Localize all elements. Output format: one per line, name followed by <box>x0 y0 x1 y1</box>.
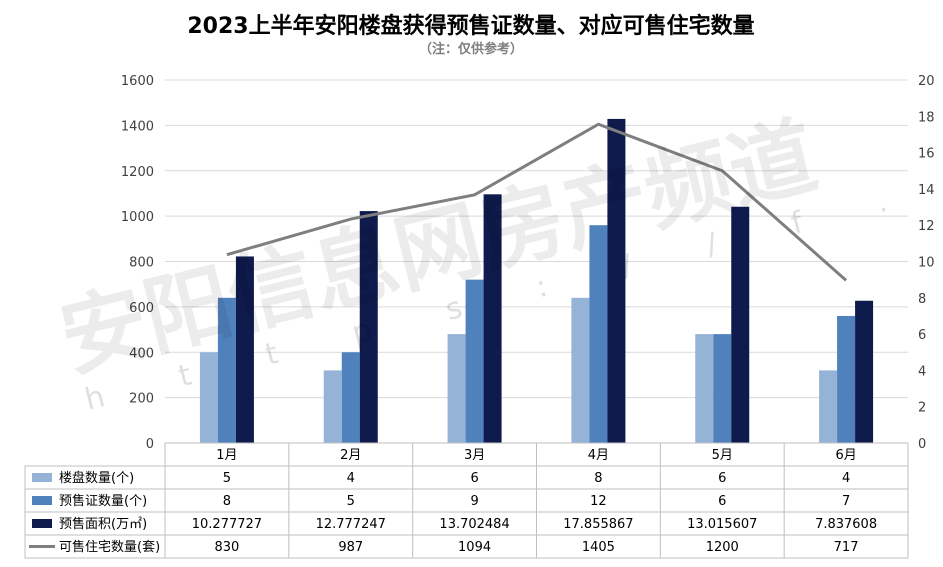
y-right-tick-label: 2 <box>918 401 926 416</box>
data-label: 717 <box>834 540 859 555</box>
legend-label: 预售证数量(个) <box>59 493 147 509</box>
y-right-tick-label: 18 <box>918 110 935 125</box>
data-label: 5 <box>223 471 231 486</box>
legend-label: 可售住宅数量(套) <box>59 539 160 555</box>
data-label: 8 <box>223 494 231 509</box>
data-label: 10.277727 <box>192 517 262 532</box>
y-left-tick-label: 800 <box>129 256 154 271</box>
y-left-tick-label: 0 <box>146 437 154 452</box>
x-tick-label: 2月 <box>340 448 361 463</box>
data-label: 4 <box>347 471 355 486</box>
x-tick-label: 4月 <box>588 448 609 463</box>
y-axis-right: 0 2 4 6 8 10 12 14 16 18 20 <box>918 74 935 452</box>
bar <box>713 334 732 443</box>
data-label: 7.837608 <box>815 517 877 532</box>
bar <box>731 206 750 443</box>
y-left-tick-label: 1000 <box>121 210 154 225</box>
chart-subtitle: （注：仅供参考） <box>419 41 523 57</box>
data-label: 12 <box>590 494 607 509</box>
bar <box>235 256 254 443</box>
y-right-tick-label: 6 <box>918 328 926 343</box>
data-label: 17.855867 <box>563 517 633 532</box>
y-right-tick-label: 4 <box>918 364 926 379</box>
bar <box>589 225 608 443</box>
legend-label: 楼盘数量(个) <box>59 470 134 486</box>
y-right-tick-label: 14 <box>918 183 935 198</box>
legend-label: 预售面积(万㎡) <box>59 516 147 532</box>
data-label: 4 <box>842 471 850 486</box>
y-right-tick-label: 10 <box>918 256 935 271</box>
y-right-tick-label: 12 <box>918 219 935 234</box>
line-series <box>226 122 848 282</box>
bar <box>837 315 856 443</box>
data-label: 6 <box>718 494 726 509</box>
y-axis-left: 0 200 400 600 800 1000 1200 1400 1600 <box>121 74 154 452</box>
y-left-tick-label: 600 <box>129 301 154 316</box>
bar <box>217 297 236 443</box>
chart-title: 2023上半年安阳楼盘获得预售证数量、对应可售住宅数量 <box>187 13 754 39</box>
data-label: 6 <box>470 471 478 486</box>
bar <box>465 279 484 443</box>
data-label: 1405 <box>582 540 615 555</box>
gridlines <box>165 79 908 444</box>
data-label: 830 <box>215 540 240 555</box>
data-label: 1200 <box>706 540 739 555</box>
y-left-tick-label: 1400 <box>121 119 154 134</box>
y-right-tick-label: 8 <box>918 292 926 307</box>
line-path <box>226 122 848 282</box>
y-left-tick-label: 1600 <box>121 74 154 89</box>
data-label: 8 <box>594 471 602 486</box>
x-tick-label: 3月 <box>464 448 485 463</box>
y-right-tick-label: 0 <box>918 437 926 452</box>
y-left-tick-label: 200 <box>129 392 154 407</box>
x-tick-label: 1月 <box>216 448 237 463</box>
bar <box>483 194 502 443</box>
data-label: 5 <box>347 494 355 509</box>
bar <box>199 352 218 443</box>
data-label: 1094 <box>458 540 491 555</box>
x-tick-label: 5月 <box>712 448 733 463</box>
bar <box>341 352 360 443</box>
bars <box>199 118 874 443</box>
data-label: 6 <box>718 471 726 486</box>
y-right-tick-label: 20 <box>918 74 935 89</box>
y-right-tick-label: 16 <box>918 147 935 162</box>
data-label: 12.777247 <box>316 517 386 532</box>
y-left-tick-label: 400 <box>129 346 154 361</box>
data-label: 7 <box>842 494 850 509</box>
legend-swatch <box>32 496 52 505</box>
data-label: 9 <box>470 494 478 509</box>
data-label: 987 <box>338 540 363 555</box>
y-left-tick-label: 1200 <box>121 165 154 180</box>
bar <box>607 118 626 443</box>
legend-swatch <box>32 519 52 528</box>
data-label: 13.702484 <box>439 517 509 532</box>
bar <box>359 211 378 443</box>
bar <box>819 370 838 443</box>
bar <box>571 297 590 443</box>
bar <box>447 334 466 443</box>
legend-swatch <box>32 473 52 482</box>
data-label: 13.015607 <box>687 517 757 532</box>
bar <box>695 334 714 443</box>
bar <box>323 370 342 443</box>
x-tick-label: 6月 <box>835 448 856 463</box>
bar <box>855 300 874 443</box>
